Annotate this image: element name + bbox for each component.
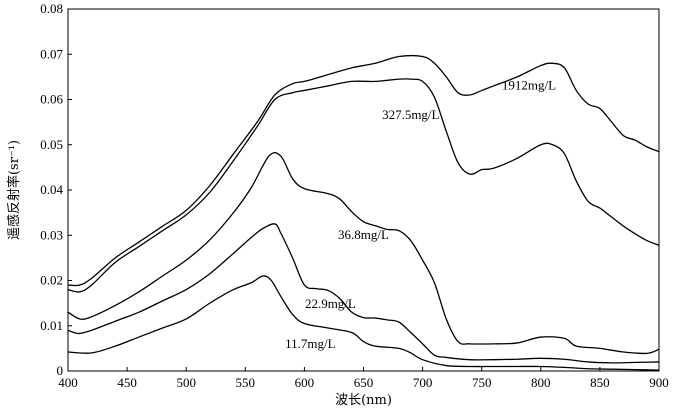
x-axis: 400 450 500 550 600 650 700 750 800 850 900 bbox=[58, 367, 669, 390]
y-tick-label: 0.04 bbox=[40, 182, 63, 197]
x-axis-title: 波长(nm) bbox=[335, 393, 392, 408]
x-tick-label: 850 bbox=[590, 375, 610, 390]
y-tick-label: 0.08 bbox=[40, 1, 63, 16]
series-label: 22.9mg/L bbox=[305, 296, 356, 311]
y-tick-label: 0.05 bbox=[40, 137, 63, 152]
y-axis-title: 遥感反射率(sr⁻¹) bbox=[6, 140, 22, 240]
series-label: 1912mg/L bbox=[502, 78, 556, 93]
series-line-11-7mg-l bbox=[67, 275, 660, 371]
series-line-22-9mg-l bbox=[67, 223, 660, 364]
x-tick-label: 800 bbox=[531, 375, 551, 390]
x-tick-label: 500 bbox=[176, 375, 196, 390]
series-labels: 1912mg/L 327.5mg/L 36.8mg/L 22.9mg/L 11.7mg/… bbox=[285, 78, 556, 351]
x-tick-label: 400 bbox=[58, 375, 78, 390]
series-line-36-8mg-l bbox=[67, 152, 660, 355]
x-tick-label: 700 bbox=[413, 375, 433, 390]
y-axis: 0 0.01 0.02 0.03 0.04 0.05 0.06 0.07 0.08 bbox=[40, 1, 72, 378]
x-tick-label: 650 bbox=[354, 375, 374, 390]
y-tick-label: 0.07 bbox=[40, 46, 63, 61]
series-label: 36.8mg/L bbox=[338, 227, 389, 242]
series-line-1912mg-l bbox=[67, 55, 660, 287]
plot-frame bbox=[67, 8, 660, 372]
y-tick-label: 0.03 bbox=[40, 227, 63, 242]
series-line-327-5mg-l bbox=[67, 78, 660, 293]
y-tick-label: 0 bbox=[57, 363, 64, 378]
y-tick-label: 0.06 bbox=[40, 92, 63, 107]
x-tick-label: 600 bbox=[295, 375, 315, 390]
y-tick-label: 0.01 bbox=[40, 318, 63, 333]
series-label: 11.7mg/L bbox=[285, 336, 335, 351]
series-label: 327.5mg/L bbox=[382, 107, 439, 122]
x-tick-label: 550 bbox=[236, 375, 256, 390]
x-tick-label: 450 bbox=[117, 375, 137, 390]
x-tick-label: 750 bbox=[472, 375, 492, 390]
y-tick-label: 0.02 bbox=[40, 273, 63, 288]
series-lines bbox=[67, 55, 660, 371]
x-tick-label: 900 bbox=[649, 375, 669, 390]
